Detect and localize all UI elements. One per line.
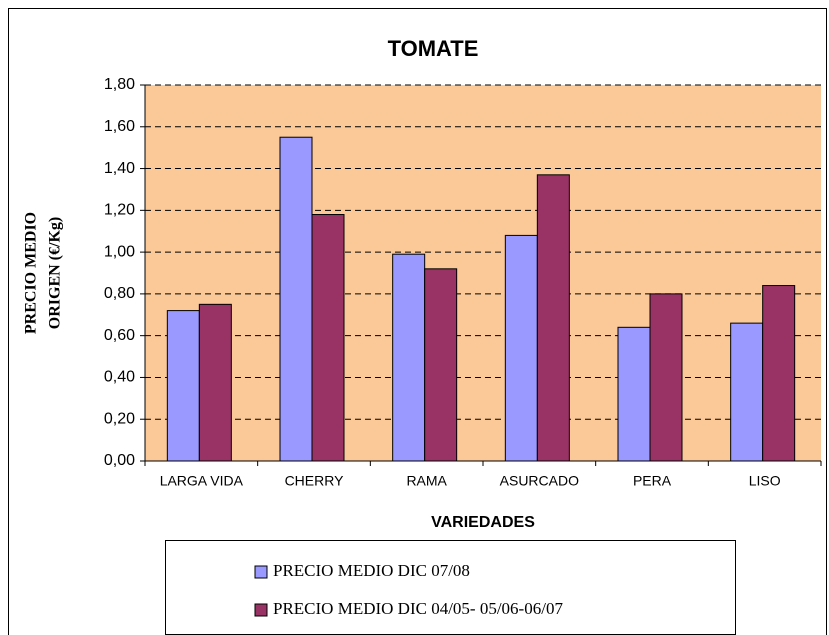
bar	[617, 326, 651, 462]
y-tick-label: 0,80	[104, 285, 135, 302]
bar	[649, 293, 683, 462]
legend-box	[165, 540, 736, 635]
plot-area	[145, 85, 821, 461]
legend-label: PRECIO MEDIO DIC 07/08	[273, 561, 470, 580]
bar	[311, 214, 345, 462]
bar	[392, 253, 426, 462]
y-tick-label: 0,00	[104, 452, 135, 469]
y-axis-label: ORIGEN (€/Kg)	[47, 217, 64, 329]
y-tick-label: 1,00	[104, 243, 135, 260]
y-tick-label: 0,60	[104, 327, 135, 344]
x-tick-label: PERA	[633, 473, 672, 489]
y-tick-label: 1,40	[104, 160, 135, 177]
y-tick-label: 1,60	[104, 118, 135, 135]
y-tick-label: 1,80	[104, 76, 135, 93]
y-axis-label: PRECIO MEDIO	[23, 212, 40, 334]
bar	[198, 303, 232, 462]
y-tick-label: 0,40	[104, 369, 135, 386]
legend-swatch	[254, 603, 268, 617]
x-tick-label: CHERRY	[285, 473, 345, 489]
legend-swatch	[254, 565, 268, 579]
x-tick-label: LARGA VIDA	[160, 473, 244, 489]
bar	[279, 136, 313, 462]
bar	[504, 234, 538, 462]
bar	[424, 268, 458, 462]
chart-title: TOMATE	[388, 36, 479, 61]
legend-label: PRECIO MEDIO DIC 04/05- 05/06-06/07	[273, 599, 563, 618]
y-tick-label: 1,20	[104, 202, 135, 219]
x-tick-label: ASURCADO	[500, 473, 579, 489]
bar	[536, 174, 570, 462]
bar	[762, 285, 796, 462]
bar	[166, 310, 200, 462]
y-tick-label: 0,20	[104, 410, 135, 427]
x-tick-label: RAMA	[406, 473, 447, 489]
x-axis-label: VARIEDADES	[431, 514, 535, 531]
x-tick-label: LISO	[749, 473, 781, 489]
bar	[730, 322, 764, 462]
